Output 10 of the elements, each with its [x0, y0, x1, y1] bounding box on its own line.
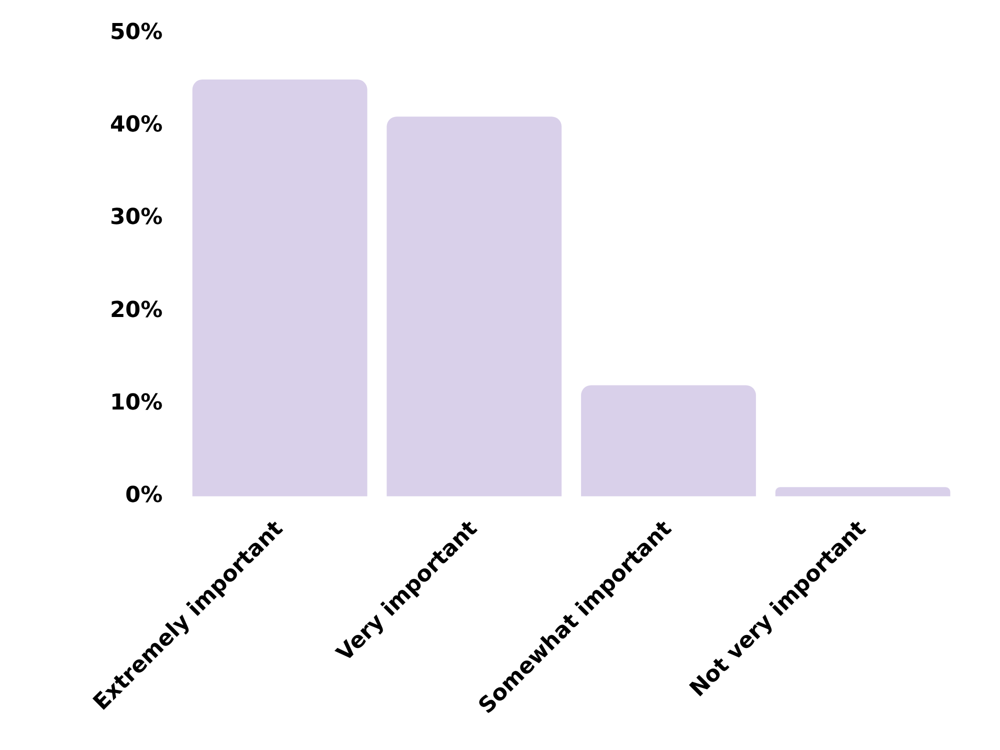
y-tick-label: 10%	[110, 390, 163, 416]
y-tick-label: 20%	[110, 298, 163, 323]
y-tick-label: 40%	[110, 112, 163, 138]
bar	[386, 116, 562, 496]
y-tick-label: 30%	[110, 205, 163, 230]
bar	[581, 385, 756, 496]
bar	[192, 80, 368, 496]
y-tick-label: 0%	[125, 483, 163, 508]
bar	[775, 487, 950, 496]
y-tick-label: 50%	[110, 20, 163, 45]
